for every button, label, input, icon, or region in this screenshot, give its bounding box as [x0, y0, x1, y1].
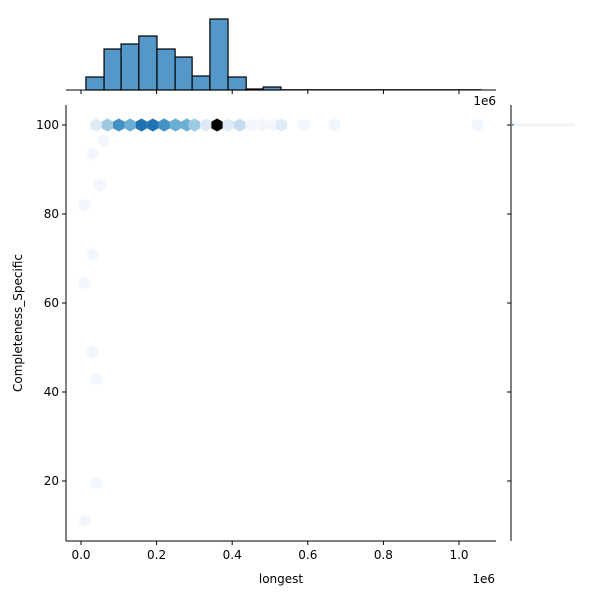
marginal-y-histogram	[511, 123, 575, 126]
y-tick-label: 40	[44, 385, 59, 399]
hexbin-cell	[90, 476, 102, 490]
y-tick-label: 80	[44, 207, 59, 221]
histogram-bar	[227, 76, 247, 91]
hexbin-cell	[79, 276, 91, 290]
histogram-bar	[103, 48, 122, 91]
histogram-bar	[512, 123, 575, 126]
x-tick-label: 0.6	[298, 548, 317, 562]
hexbin-cell	[256, 118, 269, 132]
hexbin-cell	[135, 118, 148, 132]
hexbin-cell	[222, 118, 235, 132]
x-offset-label: 1e6	[472, 572, 495, 586]
x-axis-label: longest	[259, 572, 304, 586]
histogram-bar	[209, 18, 229, 91]
hexbin-cell	[86, 147, 99, 161]
hexbin-cell	[275, 118, 288, 132]
histogram-bar	[85, 76, 105, 91]
x-tick-label: 0.2	[147, 548, 166, 562]
top-hist-ticks	[80, 90, 460, 94]
histogram-bar	[120, 43, 140, 91]
hexbin-plot	[79, 118, 484, 528]
y-tick-label: 60	[44, 296, 59, 310]
hexbin-cell	[97, 134, 110, 148]
histogram-bar	[156, 48, 176, 91]
y-tick-label: 20	[44, 474, 59, 488]
hexbin-cell	[211, 118, 223, 132]
hexbin-cell	[234, 118, 246, 132]
y-axis-ticks: 20 40 60 80 100	[36, 118, 66, 488]
x-axis-ticks: 0.0 0.2 0.4 0.6 0.8 1.0	[71, 541, 469, 562]
hexbin-cell	[245, 118, 257, 132]
histogram-bar	[511, 124, 514, 126]
hexbin-cell	[86, 345, 99, 359]
hexbin-cell	[79, 514, 91, 528]
hexbin-cell	[90, 118, 102, 132]
hexbin-cell	[328, 118, 340, 132]
top-offset-label: 1e6	[473, 94, 496, 108]
hexbin-cell	[124, 118, 136, 132]
hexbin-cell	[200, 118, 212, 132]
x-tick-label: 0.0	[71, 548, 90, 562]
hexbin-cell	[188, 118, 201, 132]
hexbin-cell	[298, 118, 310, 132]
x-tick-label: 0.8	[374, 548, 393, 562]
histogram-bar	[174, 56, 193, 91]
hexbin-cell	[90, 372, 102, 386]
y-tick-label: 100	[36, 118, 59, 132]
x-tick-label: 1.0	[449, 548, 468, 562]
hexbin-cell	[79, 198, 91, 212]
hexbin-cell	[86, 247, 99, 261]
hexbin-cell	[169, 118, 182, 132]
hexbin-cell	[147, 118, 159, 132]
hexbin-cell	[94, 178, 106, 192]
hexbin-cell	[472, 118, 484, 132]
hexbin-cell	[158, 118, 170, 132]
histogram-bar	[191, 75, 211, 91]
hexbin-cell	[101, 118, 114, 132]
y-axis-label: Completeness_Specific	[11, 254, 25, 392]
histogram-bar	[138, 35, 158, 91]
marginal-x-histogram	[85, 18, 482, 91]
x-tick-label: 0.4	[223, 548, 242, 562]
right-hist-ticks	[507, 124, 511, 482]
hexbin-cell	[113, 118, 125, 132]
